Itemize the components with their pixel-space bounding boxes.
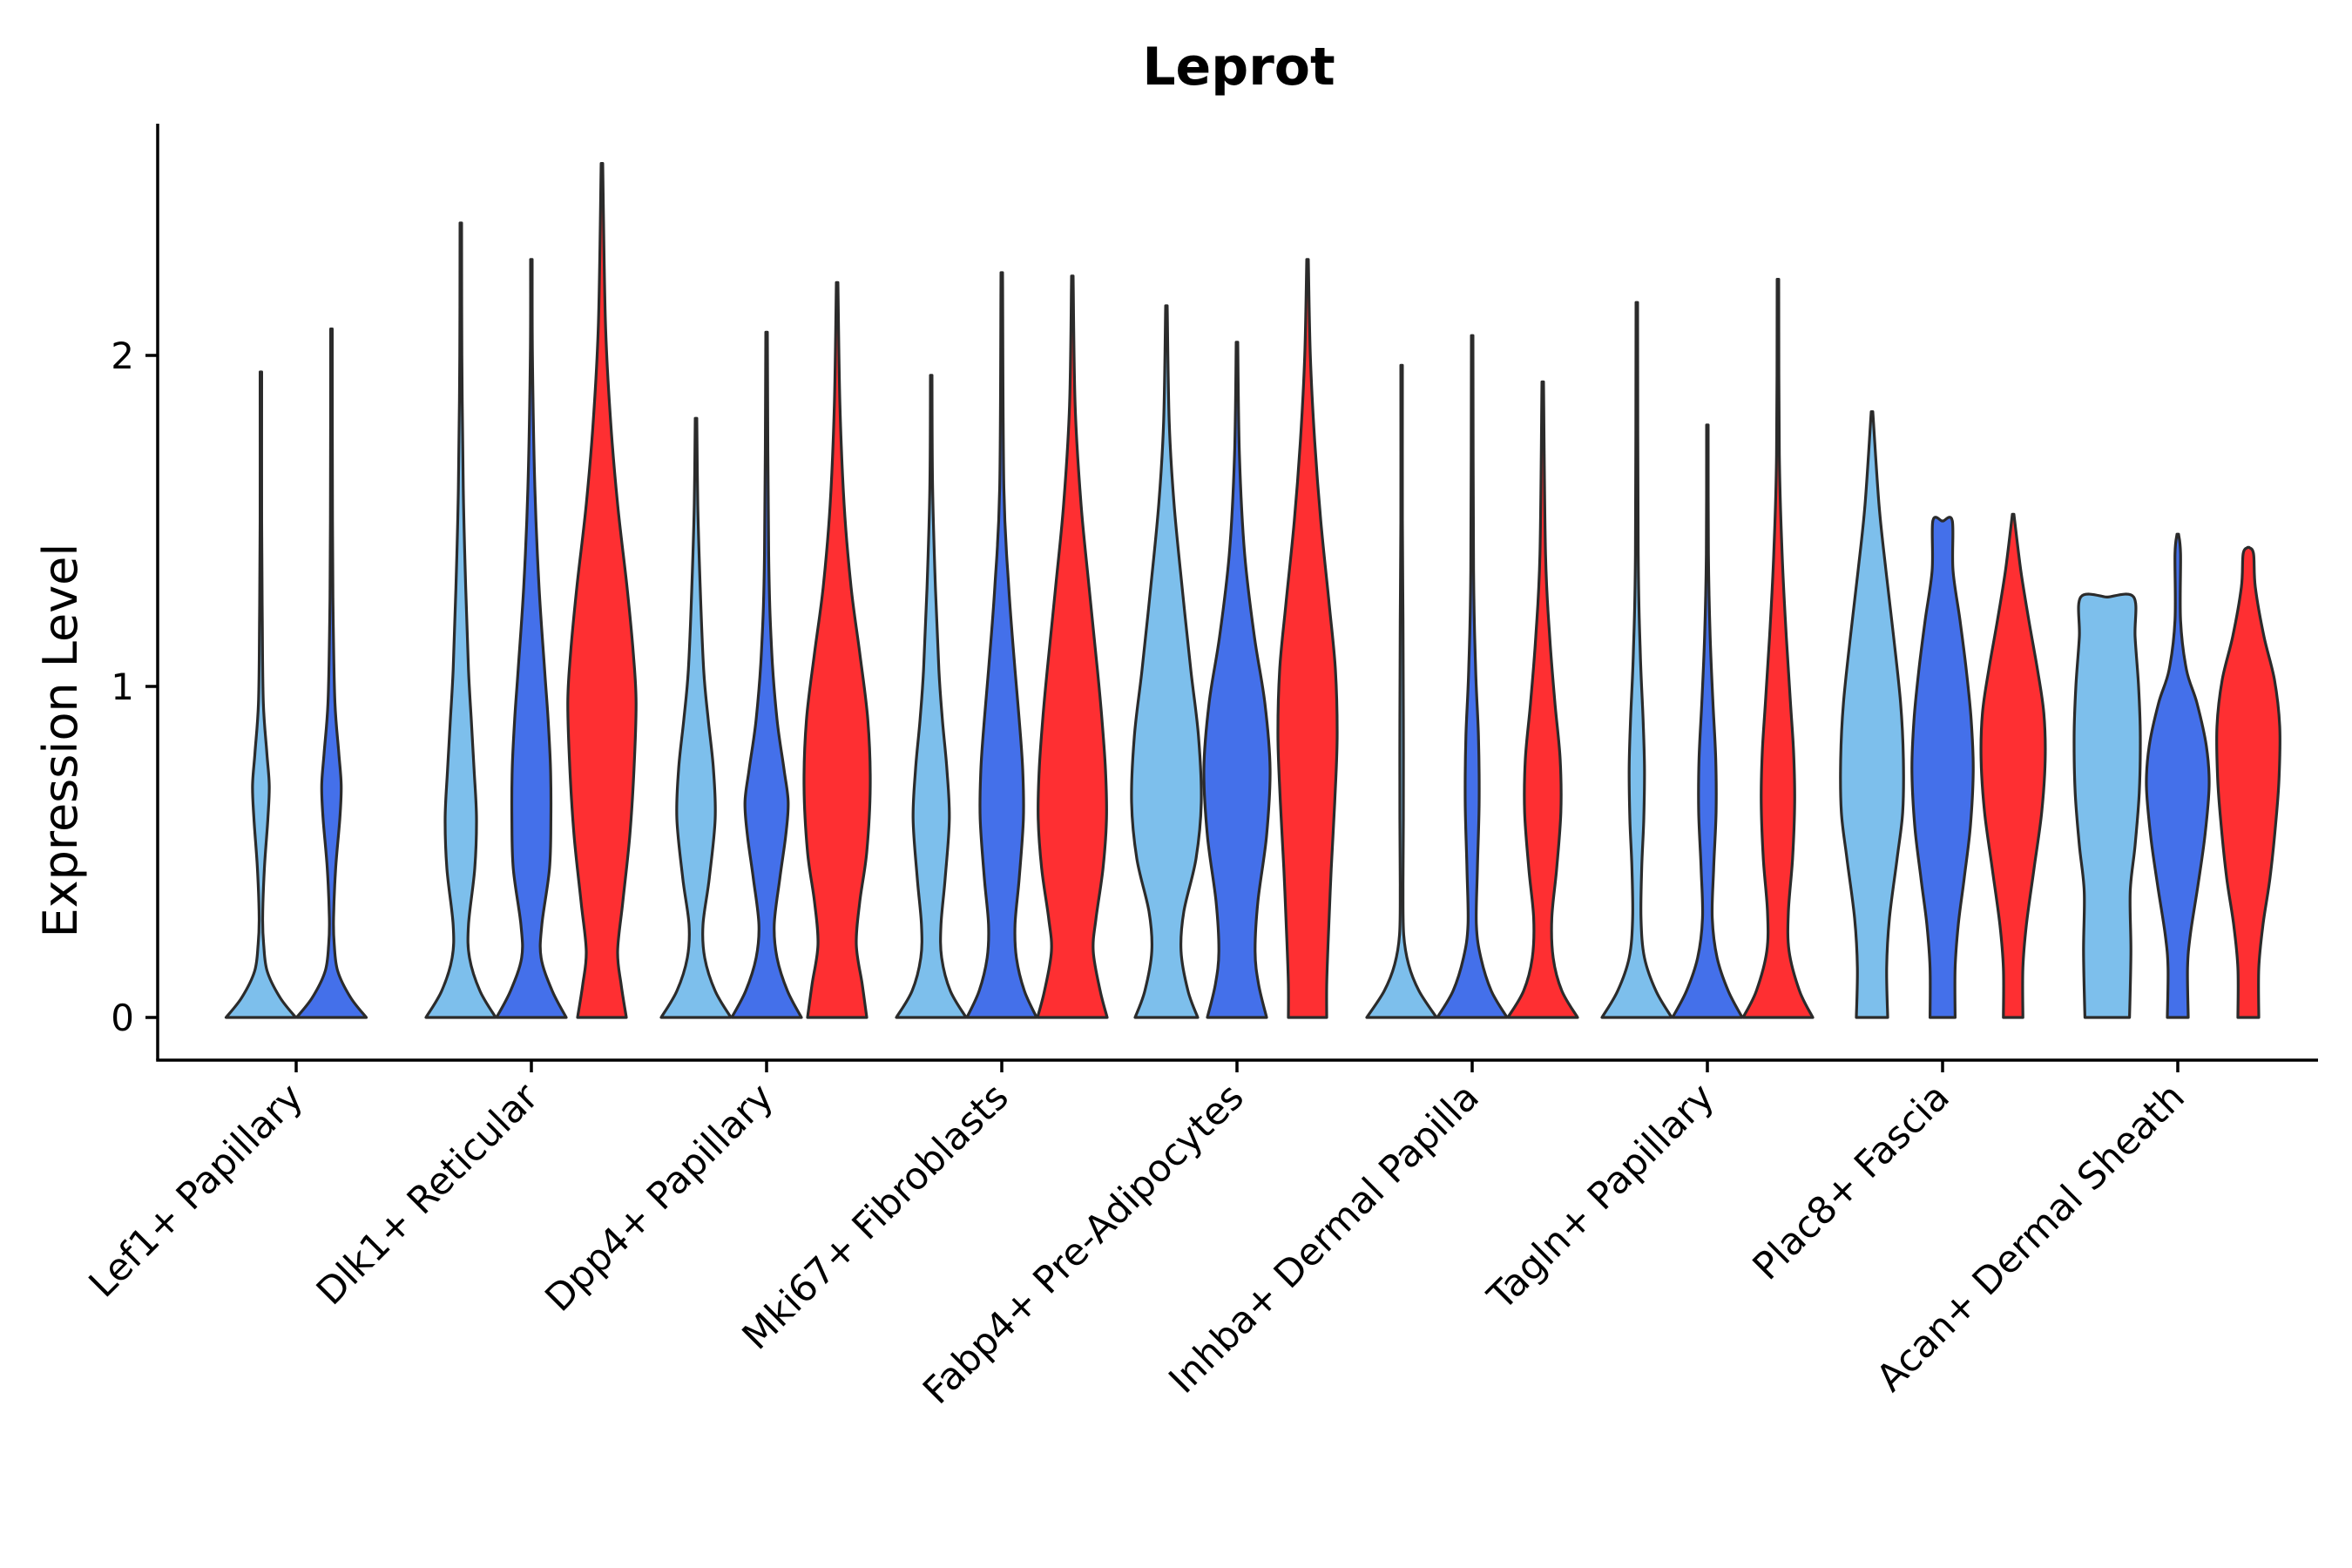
violin-1-1	[495, 258, 568, 1019]
violin-4-1	[1202, 341, 1272, 1019]
violin-5-1	[1436, 334, 1509, 1019]
violin-1-0	[424, 221, 497, 1019]
violin-7-1	[1910, 516, 1975, 1019]
violin-3-0	[895, 374, 968, 1019]
y-tick-label: 1	[111, 666, 134, 708]
y-ticks: 0 1 2	[111, 335, 158, 1039]
violin-3-1	[965, 271, 1038, 1019]
violin-6-1	[1671, 423, 1744, 1019]
x-category-label: Mki67+ Fibroblasts	[734, 1075, 1017, 1358]
x-category-label: Dpp4+ Papillary	[537, 1075, 782, 1320]
violin-6-2	[1741, 278, 1815, 1019]
violin-8-2	[2215, 545, 2281, 1019]
y-axis-label: Expression Level	[33, 544, 88, 938]
violin-7-2	[1979, 512, 2047, 1019]
x-category-label: Dlk1+ Reticular	[308, 1075, 547, 1314]
y-tick-label: 2	[111, 335, 134, 377]
violin-2-2	[802, 280, 872, 1019]
violin-5-2	[1506, 380, 1579, 1019]
violin-2-0	[659, 416, 733, 1019]
violin-8-0	[2072, 592, 2142, 1019]
violin-0-1	[294, 328, 368, 1019]
violin-5-0	[1365, 363, 1438, 1019]
x-category-label: Tagln+ Papillary	[1479, 1075, 1723, 1319]
violin-4-2	[1276, 258, 1339, 1019]
violin-7-0	[1839, 410, 1905, 1019]
violin-6-0	[1600, 301, 1673, 1019]
violin-group	[224, 162, 2281, 1019]
violin-0-0	[224, 370, 298, 1019]
violin-8-1	[2145, 532, 2211, 1019]
x-category-label: Plac8+ Fascia	[1745, 1075, 1958, 1288]
violin-1-2	[566, 162, 638, 1019]
chart-title: Leprot	[1142, 37, 1335, 98]
violin-3-2	[1036, 274, 1109, 1019]
x-category-label: Lef1+ Papillary	[81, 1075, 312, 1306]
y-tick-label: 0	[111, 997, 134, 1039]
violin-2-1	[730, 330, 803, 1019]
violin-4-0	[1130, 304, 1203, 1019]
